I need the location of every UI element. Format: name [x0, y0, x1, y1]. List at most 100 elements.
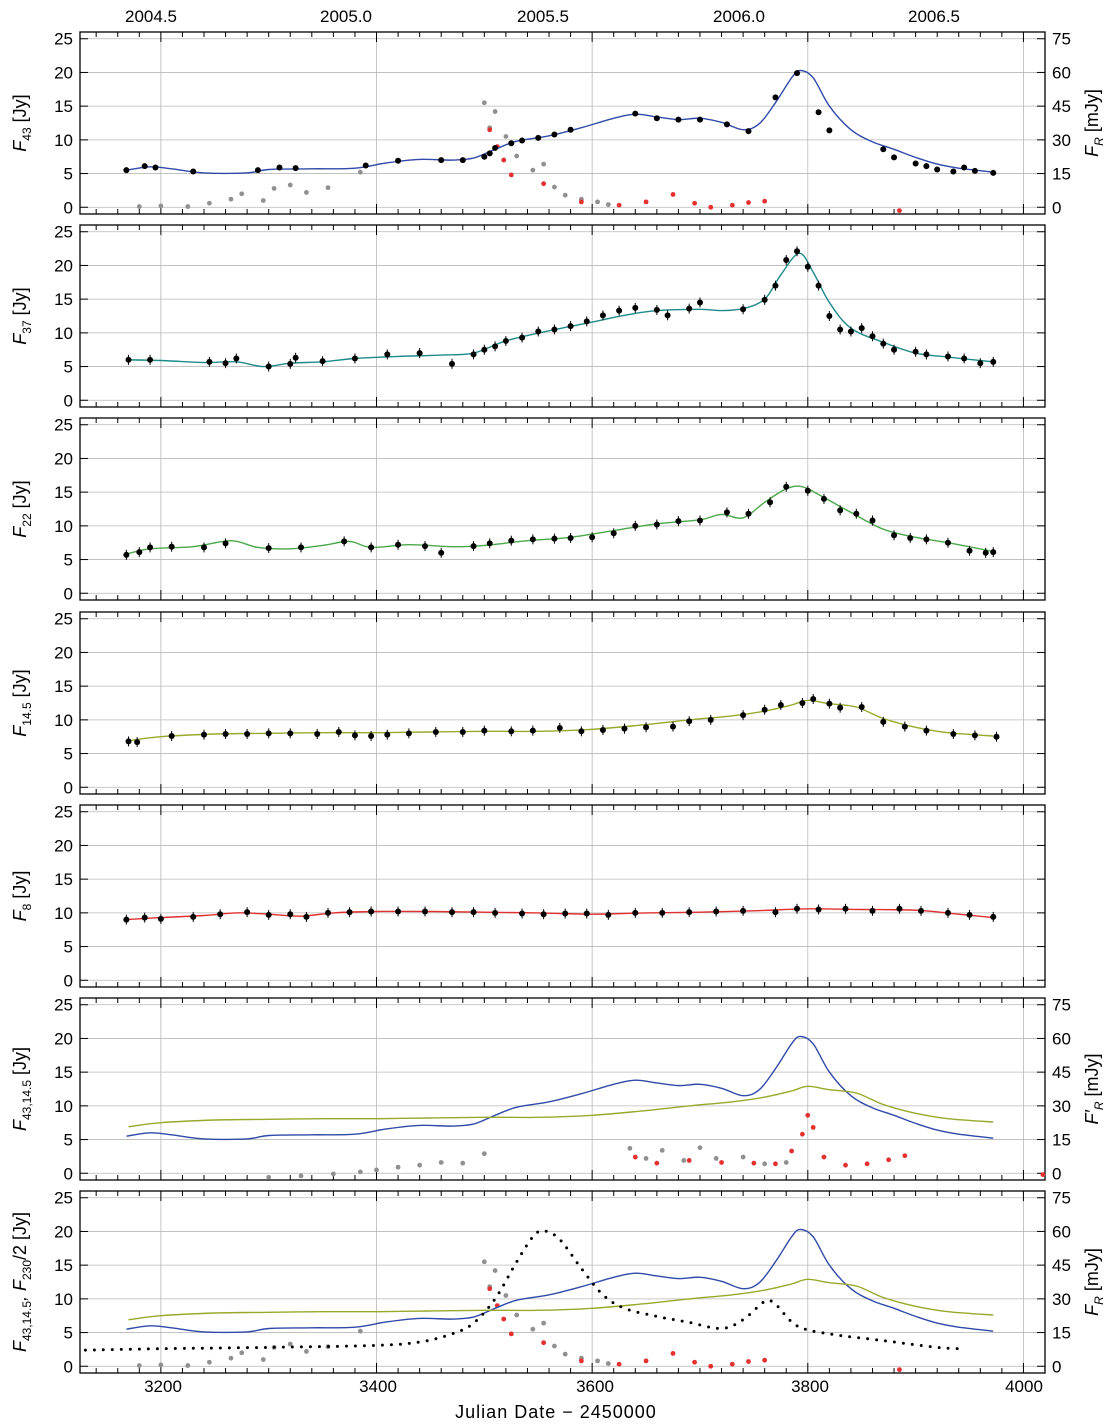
optical-grey-point-20 [562, 1351, 568, 1357]
f145-point-27 [740, 712, 747, 719]
f145-point-35 [880, 718, 887, 725]
f43-point-25 [772, 94, 779, 101]
f43-point-32 [923, 163, 930, 170]
f22-point-33 [869, 517, 876, 524]
f43-point-11 [481, 153, 488, 160]
optical-red-point-2 [501, 157, 507, 163]
f8-point-28 [794, 905, 801, 912]
f43-point-19 [632, 110, 639, 117]
f37-point-36 [826, 313, 833, 319]
f8-point-23 [659, 909, 666, 916]
optical-grey-point-12 [481, 1259, 487, 1265]
f43-point-29 [880, 146, 887, 153]
f43-point-27 [815, 109, 822, 116]
f145-point-14 [432, 728, 439, 735]
f22-point-12 [438, 549, 445, 556]
f145-point-37 [923, 727, 930, 734]
y-label-symbol: F [10, 140, 30, 152]
y-tick-label: 10 [54, 711, 73, 730]
y-tick-label: 0 [64, 584, 73, 603]
f37-point-2 [206, 358, 213, 365]
y-label-symbol: F [10, 909, 30, 921]
y-tick-label: 25 [54, 416, 73, 435]
right-tick-label: 30 [1052, 131, 1071, 150]
f43-point-1 [141, 163, 148, 170]
optical-grey-point-2 [185, 204, 191, 209]
f145-point-23 [643, 724, 650, 731]
f22-point-23 [675, 518, 682, 525]
y-tick-label: 0 [64, 391, 73, 410]
y-label-unit: [Jy] [10, 287, 30, 320]
f145-point-40 [993, 733, 1000, 740]
optical-grey-point-6 [417, 1162, 423, 1168]
curve-f37 [126, 252, 994, 368]
f43-point-30 [891, 154, 898, 161]
optical-red-point-5 [578, 199, 584, 205]
f43-point-3 [190, 168, 197, 175]
f8-point-21 [605, 911, 612, 918]
y-tick-label: 20 [54, 1029, 73, 1048]
optical-red-point-8 [670, 1351, 676, 1356]
f37-point-10 [384, 351, 391, 358]
panel-6: 0 5 10 15 20 25 0 15 30 45 60 75 F43,14.5 [Jy] F′R [m… [10, 996, 1106, 1184]
f43-point-7 [362, 162, 369, 169]
optical-grey-point-1 [158, 1362, 164, 1368]
f37-point-43 [912, 348, 919, 355]
f22-point-0 [123, 551, 130, 558]
curve-f230-half [83, 1229, 961, 1352]
f145-point-12 [384, 731, 391, 738]
optical-grey-point-3 [357, 1169, 363, 1175]
panel-3-frame [79, 417, 1046, 601]
optical-grey-point-19 [552, 184, 557, 190]
optical-red-point-5 [578, 1358, 584, 1364]
panel-5-frame [79, 804, 1046, 988]
optical-grey-point-5 [395, 1164, 401, 1170]
f22-point-10 [395, 541, 402, 548]
f145-point-1 [134, 739, 141, 746]
panel-5-grid [80, 805, 1045, 987]
f22-point-22 [653, 521, 660, 528]
right-tick-label: 75 [1052, 30, 1071, 49]
f43-point-22 [696, 116, 703, 123]
f145-point-3 [200, 731, 207, 738]
f145-point-8 [314, 731, 321, 738]
f43-point-31 [912, 160, 919, 167]
f145-point-16 [481, 727, 488, 734]
f22-point-1 [136, 549, 143, 556]
f22-point-15 [508, 537, 515, 544]
f145-point-24 [670, 723, 677, 730]
f8-point-31 [869, 907, 876, 914]
f43-point-10 [459, 157, 466, 164]
panel-3-grid [80, 418, 1045, 600]
y-tick-label: 20 [54, 836, 73, 855]
optical-grey-point-12 [659, 1147, 665, 1153]
right-tick-label: 0 [1052, 1357, 1061, 1376]
f43-point-35 [961, 164, 968, 171]
f43-point-20 [653, 115, 660, 122]
optical-grey-point-6 [260, 1357, 266, 1362]
optical-grey-point-3 [206, 1359, 212, 1365]
panel-2: 0 5 10 15 20 25 F37 [Jy] [10, 223, 1046, 410]
y-tick-label: 10 [54, 1290, 73, 1309]
y-label-symbol: F [10, 725, 30, 737]
f145-point-13 [405, 730, 412, 737]
optical-grey-point-15 [713, 1156, 719, 1161]
optical-red-point-13 [886, 1157, 892, 1163]
y-label-unit: /2 [Jy] [10, 1212, 30, 1260]
x-tick-3600: 3600 [576, 1377, 614, 1396]
f43-point-36 [971, 167, 978, 174]
f37-point-32 [783, 257, 790, 264]
f37-point-22 [599, 312, 606, 319]
f37-point-29 [740, 306, 747, 313]
f8-point-19 [562, 910, 569, 917]
f37-point-44 [923, 351, 930, 358]
right-tick-label: 45 [1052, 1256, 1071, 1275]
optical-red-point-3 [508, 172, 514, 178]
f37-point-13 [470, 351, 477, 358]
f8-point-27 [772, 909, 779, 916]
f22-point-14 [486, 540, 493, 547]
right-axis-label-1: FR [mJy] [1082, 89, 1106, 157]
y-label-symbol: F [10, 1340, 30, 1352]
f145-point-10 [351, 732, 358, 739]
